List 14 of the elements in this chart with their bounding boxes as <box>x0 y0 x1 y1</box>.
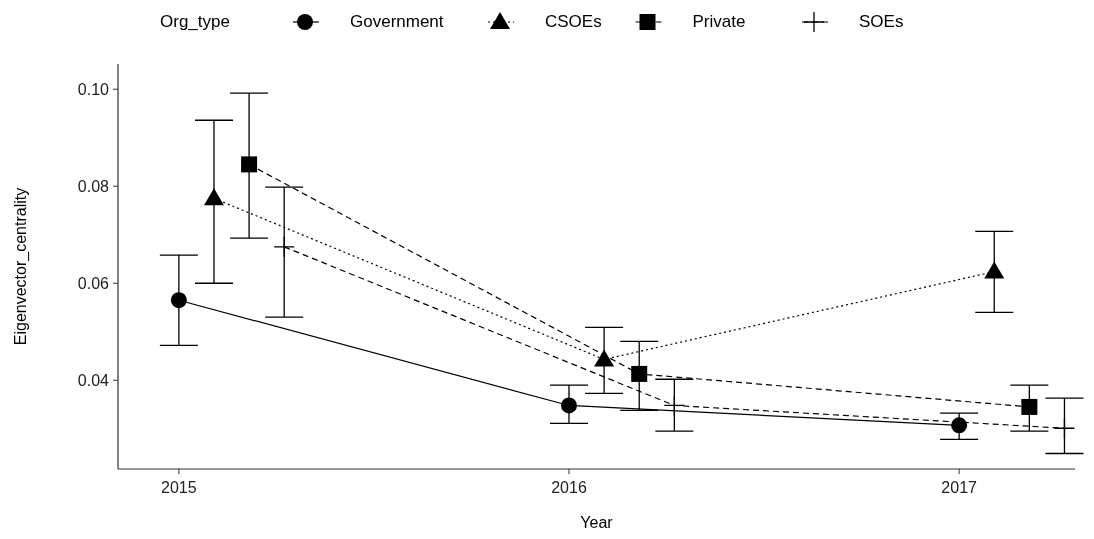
legend-label: Private <box>692 12 746 31</box>
x-tick-label: 2015 <box>161 479 197 496</box>
x-tick-label: 2016 <box>551 479 587 496</box>
x-axis-title: Year <box>580 514 614 531</box>
legend-label: SOEs <box>859 12 904 31</box>
legend-title: Org_type <box>160 12 230 31</box>
y-tick-label: 0.04 <box>77 372 110 390</box>
legend-label: CSOEs <box>545 12 602 31</box>
x-tick-label: 2017 <box>941 479 978 496</box>
y-tick-label: 0.10 <box>77 81 110 99</box>
y-axis-title: Eigenvector_centrality <box>12 187 30 346</box>
y-tick-label: 0.06 <box>77 275 110 293</box>
y-tick-label: 0.08 <box>77 178 110 196</box>
legend-label: Government <box>350 12 444 31</box>
